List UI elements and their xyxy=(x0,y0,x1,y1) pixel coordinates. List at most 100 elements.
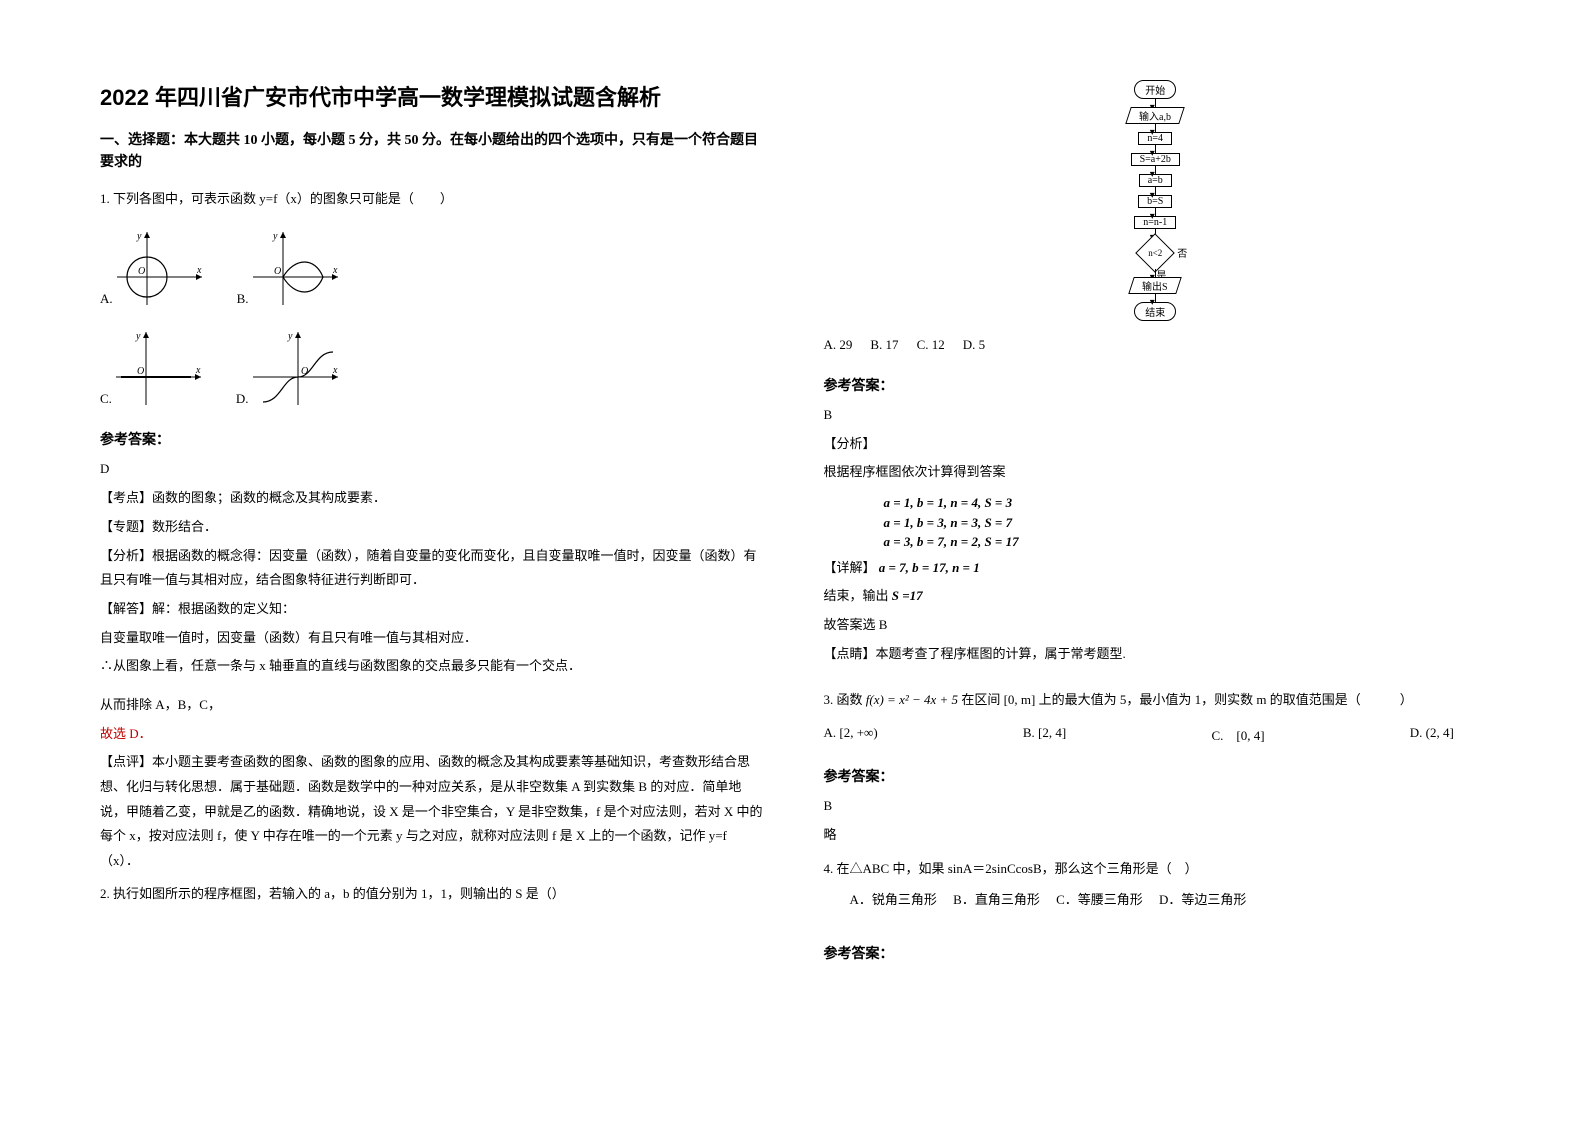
q3-opt-d: D. (2, 4] xyxy=(1410,725,1454,744)
svg-text:x: x xyxy=(332,365,338,376)
q1-stem: 1. 下列各图中，可表示函数 y=f（x）的图象只可能是（ ） xyxy=(100,187,764,212)
svg-text:y: y xyxy=(135,331,141,342)
q2-s17: S =17 xyxy=(892,588,923,603)
q3-stem: 3. 函数 f(x) = x² − 4x + 5 在区间 [0, m] 上的最大… xyxy=(824,688,1488,713)
q2-options: A. 29 B. 17 C. 12 D. 5 xyxy=(824,337,1488,353)
q1-jieda-4: 故选 D． xyxy=(100,722,764,747)
fc-arrow xyxy=(1155,145,1156,153)
q3-opt-b: B. [2, 4] xyxy=(1023,725,1066,744)
q4-options: A．锐角三角形 B．直角三角形 C．等腰三角形 D．等边三角形 xyxy=(850,888,1488,913)
q4-opt-d: D．等边三角形 xyxy=(1159,892,1246,907)
q3-d-label: D. xyxy=(1410,725,1423,740)
fc-arrow xyxy=(1155,294,1156,302)
q4-opt-a: A．锐角三角形 xyxy=(850,892,937,907)
trace-1: a = 1, b = 3, n = 3, S = 7 xyxy=(884,513,1488,533)
q3-interval: [0, m] xyxy=(1004,692,1036,707)
graph-b-svg: x y O xyxy=(253,227,343,307)
q2-end1: 结束，输出 S =17 xyxy=(824,584,1488,609)
q1-jieda-2: ∴从图象上看，任意一条与 x 轴垂直的直线与函数图象的交点最多只能有一个交点． xyxy=(100,654,764,679)
fc-cond: n<2 xyxy=(1133,239,1177,267)
fc-arrow xyxy=(1155,187,1156,195)
svg-text:O: O xyxy=(138,266,145,277)
right-column: 开始 输入a,b n=4 S=a+2b a=b b=S n=n-1 n<2 否 … xyxy=(824,80,1488,1082)
q3-ans-note: 略 xyxy=(824,823,1488,848)
q1-dianping: 【点评】本小题主要考查函数的图象、函数的图象的应用、函数的概念及其构成要素等基础… xyxy=(100,750,764,873)
svg-text:x: x xyxy=(196,265,202,276)
q3-ans-label: 参考答案： xyxy=(824,766,1488,786)
q2-flowchart: 开始 输入a,b n=4 S=a+2b a=b b=S n=n-1 n<2 否 … xyxy=(1128,80,1182,321)
fc-no: 否 xyxy=(1177,245,1187,260)
svg-text:y: y xyxy=(287,331,293,342)
q3-post: 上的最大值为 5，最小值为 1，则实数 m 的取值范围是（ ） xyxy=(1035,692,1412,707)
graph-d-svg: x y O xyxy=(253,327,343,407)
q2-trace: a = 1, b = 1, n = 4, S = 3 a = 1, b = 3,… xyxy=(884,493,1488,552)
q1-zhuanti: 【专题】数形结合． xyxy=(100,515,764,540)
fc-arrow xyxy=(1155,208,1156,216)
q1-ans-letter: D xyxy=(100,457,764,482)
fc-bs: b=S xyxy=(1138,195,1172,208)
q1-graphs-row-2: C. x y O D. x y O xyxy=(100,327,764,407)
fc-cond-wrap: n<2 否 xyxy=(1133,239,1177,267)
svg-text:x: x xyxy=(332,265,338,276)
q2-opt-a: A. 29 xyxy=(824,337,853,353)
q1-label-c: C. xyxy=(100,391,112,407)
q1-jieda-head: 【解答】解：根据函数的定义知： xyxy=(100,597,764,622)
q2-ans-letter: B xyxy=(824,403,1488,428)
q1-fenxi: 【分析】根据函数的概念得：因变量（函数），随着自变量的变化而变化，且自变量取唯一… xyxy=(100,544,764,593)
q4-ans-label: 参考答案： xyxy=(824,943,1488,963)
q2-fenxi: 根据程序框图依次计算得到答案 xyxy=(824,460,1488,485)
doc-title: 2022 年四川省广安市代市中学高一数学理模拟试题含解析 xyxy=(100,80,764,112)
q3-options: A. [2, +∞) B. [2, 4] C. [0, 4] D. (2, 4] xyxy=(824,725,1454,744)
q1-label-d: D. xyxy=(236,391,249,407)
fc-start: 开始 xyxy=(1134,80,1176,99)
fc-out: 输出S xyxy=(1129,277,1182,294)
fc-s: S=a+2b xyxy=(1131,153,1180,166)
q2-detail-head-label: 【详解】 xyxy=(824,560,876,575)
fc-out-text: 输出S xyxy=(1142,278,1168,293)
q1-ans-label: 参考答案： xyxy=(100,429,764,449)
graph-a-svg: x y O xyxy=(117,227,207,307)
q1-jieda-1: 自变量取唯一值时，因变量（函数）有且只有唯一值与其相对应． xyxy=(100,626,764,651)
q1-graph-a: A. x y O xyxy=(100,227,207,307)
q3-ans-letter: B xyxy=(824,794,1488,819)
q2-opt-d: D. 5 xyxy=(963,337,985,353)
q1-graph-c: C. x y O xyxy=(100,327,206,407)
fc-input: 输入a,b xyxy=(1126,107,1185,124)
fc-nn1: n=n-1 xyxy=(1134,216,1176,229)
q1-jieda-3: 从而排除 A，B，C， xyxy=(100,693,764,718)
svg-text:y: y xyxy=(272,231,278,242)
q3-fx: f(x) = x² − 4x + 5 xyxy=(866,692,958,707)
svg-text:y: y xyxy=(136,231,142,242)
q2-fenxi-head: 【分析】 xyxy=(824,432,1488,457)
trace-0: a = 1, b = 1, n = 4, S = 3 xyxy=(884,493,1488,513)
fc-input-text: 输入a,b xyxy=(1139,108,1171,123)
fc-n4: n=4 xyxy=(1138,132,1172,145)
q2-opt-b: B. 17 xyxy=(870,337,898,353)
q1-kaodian: 【考点】函数的图象；函数的概念及其构成要素． xyxy=(100,486,764,511)
q1-graphs-row-1: A. x y O B. x y O xyxy=(100,227,764,307)
section-1-head: 一、选择题：本大题共 10 小题，每小题 5 分，共 50 分。在每小题给出的四… xyxy=(100,130,764,175)
q2-end2: 故答案选 B xyxy=(824,613,1488,638)
q2-stem: 2. 执行如图所示的程序框图，若输入的 a，b 的值分别为 1，1，则输出的 S… xyxy=(100,882,764,907)
svg-text:O: O xyxy=(137,366,144,377)
q3-mid: 在区间 xyxy=(958,692,1004,707)
fc-arrow xyxy=(1155,99,1156,107)
graph-c-svg: x y O xyxy=(116,327,206,407)
q2-detail-head: 【详解】 a = 7, b = 17, n = 1 xyxy=(824,556,1488,581)
q2-dianping: 【点睛】本题考查了程序框图的计算，属于常考题型. xyxy=(824,642,1488,667)
q3-a-val: [2, +∞) xyxy=(839,725,877,740)
left-column: 2022 年四川省广安市代市中学高一数学理模拟试题含解析 一、选择题：本大题共 … xyxy=(100,80,764,1082)
q1-label-b: B. xyxy=(237,291,249,307)
q4-opt-b: B．直角三角形 xyxy=(953,892,1040,907)
trace-2: a = 3, b = 7, n = 2, S = 17 xyxy=(884,532,1488,552)
trace-3: a = 7, b = 17, n = 1 xyxy=(879,560,980,575)
fc-arrow xyxy=(1155,124,1156,132)
q1-label-a: A. xyxy=(100,291,113,307)
q3-opt-a: A. [2, +∞) xyxy=(824,725,878,744)
q3-d-val: (2, 4] xyxy=(1426,725,1454,740)
fc-arrow xyxy=(1155,166,1156,174)
q2-opt-c: C. 12 xyxy=(917,337,945,353)
q2-ans-label: 参考答案： xyxy=(824,375,1488,395)
q4-opt-c: C．等腰三角形 xyxy=(1056,892,1143,907)
fc-ab: a=b xyxy=(1139,174,1172,187)
